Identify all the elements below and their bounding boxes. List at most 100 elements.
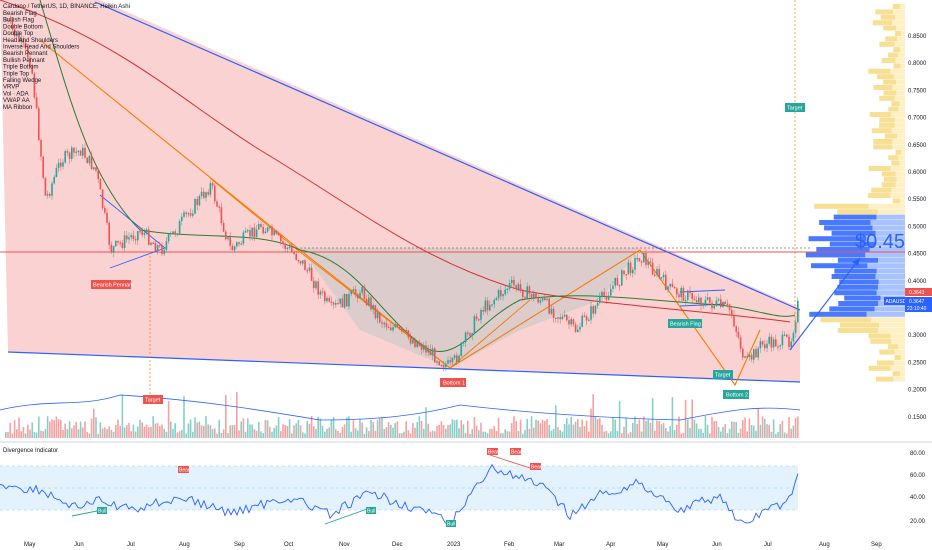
- volume-bar: [667, 431, 669, 438]
- indicator-item[interactable]: Inverse Head And Shoulders: [3, 45, 79, 51]
- svg-text:Bull: Bull: [367, 509, 375, 515]
- volume-bar: [629, 432, 632, 438]
- indicator-item[interactable]: MA Ribbon: [3, 105, 32, 111]
- candle-body: [200, 191, 203, 197]
- volume-bar: [711, 416, 713, 438]
- vrvp-bar: [895, 149, 902, 155]
- vrvp-bar: [891, 338, 905, 344]
- symbol-title[interactable]: Cardano / TetherUS, 1D, BINANCE, Heikin …: [3, 4, 130, 10]
- volume-bar: [768, 425, 770, 438]
- volume-bar: [205, 416, 207, 438]
- candle-body: [304, 260, 306, 271]
- price-axis[interactable]: 0.8500 0.8000 0.7500 0.7000 0.6500 0.6000 0.55…: [908, 34, 927, 421]
- indicator-item[interactable]: Double Top: [3, 31, 34, 37]
- volume-bar: [313, 426, 315, 438]
- candle-body: [251, 227, 253, 237]
- candle-body: [431, 348, 434, 356]
- indicator-item[interactable]: Triple Top: [3, 71, 30, 77]
- volume-bar: [244, 431, 247, 438]
- vrvp-bar: [896, 90, 905, 96]
- volume-bar: [797, 416, 799, 438]
- candle-body: [73, 147, 75, 153]
- vrvp-bar: [901, 149, 905, 155]
- candle-body: [643, 252, 645, 263]
- indicator-item[interactable]: Triple Bottom: [3, 65, 38, 71]
- volume-bar: [321, 425, 324, 438]
- candle-body: [163, 250, 165, 255]
- volume-bar: [493, 426, 495, 438]
- candle-body: [372, 305, 374, 310]
- candle-body: [130, 235, 132, 238]
- indicator-item[interactable]: Vol · ADA: [3, 91, 29, 97]
- price-tick-label: 0.5500: [908, 197, 927, 203]
- indicator-item[interactable]: VRVP: [3, 85, 19, 91]
- indicator-item[interactable]: Falling Wedge: [3, 78, 42, 84]
- indicator-item[interactable]: VWAP AA: [3, 98, 30, 104]
- candle-body: [662, 274, 665, 278]
- candle-body: [493, 299, 495, 305]
- volume-bar: [572, 424, 575, 438]
- candle-body: [84, 147, 86, 158]
- vrvp-bar: [873, 139, 893, 144]
- volume-bar: [363, 433, 366, 438]
- volume-bar: [645, 421, 647, 438]
- vrvp-bar: [896, 79, 905, 85]
- candle-body: [669, 283, 671, 287]
- candle-body: [548, 298, 550, 314]
- volume-bar: [214, 428, 216, 438]
- candle-body: [777, 346, 779, 348]
- volume-bar: [665, 428, 667, 438]
- vrvp-bar: [805, 252, 866, 258]
- indicator-item[interactable]: Head And Shoulders: [3, 38, 58, 44]
- price-tick-label: 0.7000: [908, 116, 927, 122]
- indicator-item[interactable]: Bullish Flag: [3, 18, 34, 24]
- tag-target-top: Target: [785, 103, 805, 112]
- indicator-item[interactable]: Bearish Flag: [3, 11, 37, 17]
- date-axis[interactable]: May Jun Jul Aug Sep Oct Nov Dec 2023 Feb Mar Apr May…: [24, 542, 882, 548]
- volume-bar: [293, 425, 295, 438]
- bull-label-1: Bull: [97, 507, 107, 515]
- divergence-title[interactable]: Divergence Indicator: [3, 448, 58, 454]
- candle-body: [346, 294, 348, 307]
- indicator-item[interactable]: Double Bottom: [3, 24, 43, 30]
- candle-body: [16, 33, 18, 37]
- candle-body: [255, 229, 258, 238]
- candle-body: [31, 65, 33, 74]
- candle-body: [429, 349, 432, 356]
- tag-bottom-2: Bottom 2: [723, 390, 749, 399]
- vrvp-bar: [876, 214, 905, 220]
- bull-label-2: Bull: [366, 507, 376, 515]
- vrvp-bar: [868, 166, 891, 171]
- volume-bar: [478, 430, 480, 438]
- candle-body: [275, 230, 278, 234]
- red-price-tag: 0.3643: [905, 288, 932, 296]
- indicator-item[interactable]: Bearish Pennant: [3, 51, 48, 57]
- vrvp-bar: [890, 333, 905, 339]
- divergence-tick-label: 60.00: [910, 473, 926, 479]
- svg-text:Bear: Bear: [179, 468, 190, 474]
- volume-bar: [176, 432, 179, 438]
- volume-bar: [104, 427, 106, 438]
- candle-body: [233, 246, 236, 251]
- volume-bar: [178, 431, 181, 438]
- volume-bar: [231, 425, 234, 438]
- candle-body: [33, 73, 36, 98]
- volume-bar: [374, 430, 377, 438]
- indicator-item[interactable]: Bullish Pennant: [3, 58, 45, 64]
- candle-body: [313, 280, 315, 289]
- volume-bar: [427, 423, 429, 438]
- candle-body: [35, 97, 38, 109]
- candle-body: [148, 229, 150, 245]
- volume-bar: [95, 417, 97, 438]
- candle-body: [139, 231, 141, 233]
- candle-body: [57, 162, 60, 169]
- vrvp-bar: [871, 128, 892, 134]
- candle-body: [517, 284, 520, 290]
- volume-bar: [555, 405, 557, 438]
- volume-bar: [728, 428, 731, 438]
- candle-body: [563, 314, 566, 317]
- candle-body: [240, 243, 242, 245]
- divergence-axis[interactable]: 80.00 60.00 40.00 20.00: [910, 451, 926, 525]
